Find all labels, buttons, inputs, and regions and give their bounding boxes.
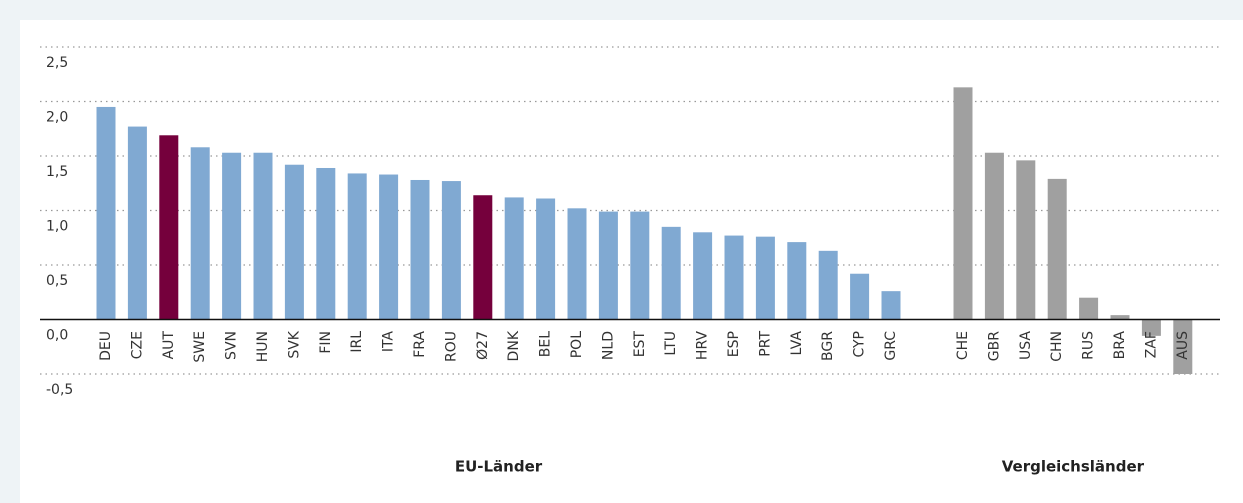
bar <box>1016 160 1036 320</box>
x-tick-label: CZE <box>129 331 145 359</box>
x-tick-label: Ø27 <box>475 331 491 360</box>
y-tick-label: -0,5 <box>46 382 73 398</box>
x-tick-label: AUT <box>161 331 177 360</box>
bar <box>379 174 399 320</box>
x-tick-label: ESP <box>726 331 742 357</box>
bar <box>410 179 430 320</box>
y-tick-label: 0,0 <box>46 328 68 344</box>
x-tick-label: GRC <box>883 331 899 361</box>
bar <box>222 152 242 320</box>
x-tick-label: SVK <box>286 330 302 358</box>
x-tick-label: LVA <box>789 331 805 356</box>
x-tick-label: SWE <box>192 331 208 363</box>
x-tick-label: FRA <box>412 331 428 358</box>
bar <box>1047 178 1067 320</box>
bar <box>724 235 744 320</box>
bar <box>850 273 870 320</box>
y-tick-label: 1,5 <box>46 164 68 180</box>
bar <box>441 181 461 320</box>
x-tick-label: SVN <box>224 331 240 360</box>
bar <box>598 211 618 320</box>
bar <box>953 87 973 320</box>
bar <box>284 164 304 320</box>
bar <box>567 208 587 320</box>
bar <box>347 173 367 320</box>
x-tick-label: ITA <box>381 331 397 353</box>
bar <box>881 291 901 320</box>
group-label: Vergleichsländer <box>1002 458 1145 476</box>
bar <box>1173 319 1193 374</box>
bar <box>787 242 807 320</box>
x-tick-label: ROU <box>443 331 459 362</box>
bar <box>316 167 336 320</box>
bar <box>96 106 116 320</box>
y-tick-label: 2,5 <box>46 55 68 71</box>
bar <box>504 197 524 320</box>
x-tick-label: IRL <box>349 331 365 353</box>
x-tick-label: PRT <box>757 331 773 357</box>
bar <box>253 152 273 320</box>
x-tick-label: NLD <box>600 331 616 360</box>
x-tick-label: RUS <box>1081 331 1097 360</box>
bar <box>1079 297 1099 320</box>
x-tick-label: CHN <box>1049 331 1065 362</box>
y-tick-label: 2,0 <box>46 110 68 126</box>
bar <box>661 226 681 320</box>
x-tick-label: CYP <box>852 331 868 358</box>
bar <box>755 236 775 320</box>
x-tick-label: ZAF <box>1143 331 1159 358</box>
bar <box>159 135 179 320</box>
x-tick-label: USA <box>1018 331 1034 360</box>
x-tick-label: FIN <box>318 331 334 354</box>
x-tick-label: BGR <box>820 331 836 361</box>
y-tick-label: 0,5 <box>46 273 68 289</box>
y-tick-label: 1,0 <box>46 219 68 235</box>
bar <box>473 195 493 320</box>
bar <box>127 126 147 320</box>
x-tick-label: DEU <box>98 331 114 361</box>
x-tick-label: CHE <box>955 331 971 360</box>
bar <box>984 152 1004 320</box>
x-tick-label: GBR <box>986 331 1002 361</box>
x-tick-label: AUS <box>1175 331 1191 360</box>
x-tick-label: HRV <box>695 331 711 360</box>
bar <box>630 211 650 320</box>
x-tick-label: HUN <box>255 331 271 362</box>
x-tick-label: EST <box>632 331 648 358</box>
x-tick-label: BEL <box>538 331 554 357</box>
bar <box>190 147 210 320</box>
bar <box>1110 315 1130 320</box>
group-label: EU-Länder <box>455 458 543 476</box>
bar <box>536 198 556 320</box>
x-tick-label: DNK <box>506 330 522 361</box>
bar <box>693 232 713 320</box>
x-tick-label: BRA <box>1112 331 1128 360</box>
bar <box>818 250 838 320</box>
bar <box>1141 319 1161 336</box>
x-tick-label: LTU <box>663 331 679 356</box>
x-tick-label: POL <box>569 331 585 358</box>
